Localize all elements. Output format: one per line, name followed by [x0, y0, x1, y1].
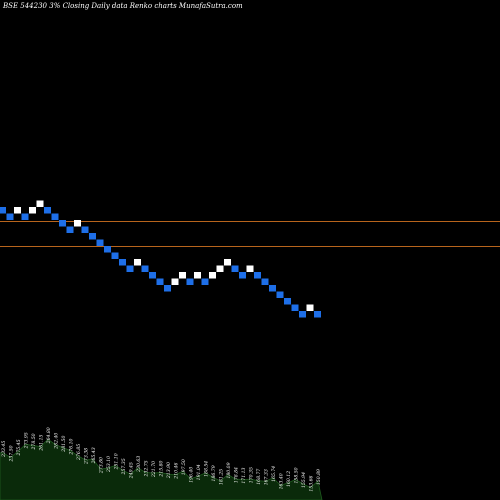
- volume-label: 213.90: [166, 462, 172, 479]
- volume-label: 276.85: [76, 444, 82, 461]
- volume-label: 253.10: [106, 456, 112, 473]
- volume-label: 281.50: [61, 436, 67, 453]
- description-text: Closing Daily data Renko charts MunafaSu…: [62, 2, 243, 10]
- down-brick: [81, 226, 89, 233]
- volume-area-shape: [0, 438, 323, 500]
- up-brick: [224, 259, 231, 266]
- volume-label: 282.40: [54, 433, 60, 450]
- up-brick: [29, 207, 36, 214]
- up-brick: [216, 265, 224, 272]
- volume-label: 257.35: [121, 458, 127, 475]
- volume-label: 273.80: [99, 457, 105, 474]
- level-lines: [0, 221, 500, 247]
- volume-label: 150.89: [316, 469, 322, 485]
- down-brick: [276, 291, 284, 298]
- volume-label: 165.74: [271, 466, 277, 482]
- down-brick: [231, 265, 239, 272]
- down-brick: [164, 285, 171, 292]
- chart-header: BSE 544230 3% Closing Daily data Renko c…: [3, 2, 243, 10]
- up-brick: [306, 304, 314, 311]
- volume-label: 276.10: [69, 438, 75, 455]
- volume-label: 191.04: [196, 464, 202, 480]
- up-brick: [36, 200, 44, 207]
- down-brick: [201, 278, 209, 285]
- down-brick: [119, 259, 126, 266]
- down-brick: [149, 272, 156, 279]
- up-brick: [209, 272, 216, 279]
- down-brick: [21, 213, 29, 220]
- down-brick: [269, 285, 276, 292]
- volume-label: 167.33: [264, 469, 270, 485]
- down-brick: [104, 246, 111, 253]
- volume-label: 181.25: [219, 469, 225, 485]
- volume-label: 155.94: [301, 472, 307, 488]
- volume-label: 168.77: [256, 469, 262, 485]
- volume-label: 273.38: [84, 448, 90, 465]
- down-brick: [239, 272, 246, 279]
- down-brick: [314, 311, 321, 318]
- down-brick: [66, 226, 74, 233]
- down-brick: [0, 207, 6, 214]
- volume-label: 230.63: [136, 456, 142, 473]
- volume-label: 210.46: [174, 463, 180, 480]
- volume-label: 249.45: [129, 462, 135, 479]
- down-brick: [156, 278, 164, 285]
- volume-label: 188.54: [204, 461, 210, 477]
- down-brick: [254, 272, 261, 279]
- symbol-text: BSE 544230: [3, 2, 47, 10]
- volume-label: 265.43: [91, 447, 97, 464]
- volume-label: 278.50: [31, 433, 37, 450]
- volume-label: 251.10: [114, 453, 120, 470]
- volume-label: 221.70: [151, 461, 157, 478]
- down-brick: [96, 239, 104, 246]
- renko-bricks: [0, 200, 321, 318]
- volume-label: 273.95: [24, 432, 30, 449]
- down-brick: [284, 298, 291, 305]
- volume-label: 160.12: [286, 471, 292, 487]
- down-brick: [89, 233, 96, 240]
- down-brick: [44, 207, 51, 214]
- volume-label: 197.50: [181, 459, 187, 475]
- up-brick: [194, 272, 201, 279]
- volume-label: 153.66: [309, 475, 315, 491]
- up-brick: [14, 207, 21, 214]
- volume-label: 233.45: [1, 441, 7, 458]
- volume-label: 170.35: [249, 467, 255, 483]
- up-brick: [74, 220, 81, 227]
- up-brick: [179, 272, 186, 279]
- volume-label: 180.09: [226, 462, 232, 478]
- up-brick: [246, 265, 254, 272]
- down-brick: [141, 265, 149, 272]
- volume-labels: 233.45 237.50 275.45 273.95 278.50 261.15 264.…: [1, 427, 322, 491]
- volume-label: 196.40: [189, 467, 195, 483]
- volume-label: 178.84: [234, 467, 240, 483]
- volume-label: 261.15: [39, 435, 45, 452]
- volume-label: 163.40: [279, 473, 285, 489]
- down-brick: [6, 213, 14, 220]
- down-brick: [126, 265, 134, 272]
- box-size-text: 3%: [49, 2, 61, 10]
- down-brick: [291, 304, 299, 311]
- down-brick: [59, 220, 66, 227]
- volume-area: [0, 438, 323, 500]
- volume-label: 237.50: [9, 445, 15, 462]
- volume-label: 232.75: [144, 460, 150, 477]
- volume-label: 215.80: [159, 460, 165, 477]
- volume-label: 186.79: [211, 465, 217, 481]
- up-brick: [171, 278, 179, 285]
- down-brick: [261, 278, 269, 285]
- down-brick: [299, 311, 306, 318]
- up-brick: [134, 259, 141, 266]
- volume-label: 264.80: [46, 427, 52, 444]
- down-brick: [111, 252, 119, 259]
- volume-label: 275.45: [16, 439, 22, 456]
- volume-label: 171.13: [241, 467, 247, 483]
- down-brick: [51, 213, 59, 220]
- volume-label: 158.50: [294, 467, 300, 483]
- down-brick: [186, 278, 194, 285]
